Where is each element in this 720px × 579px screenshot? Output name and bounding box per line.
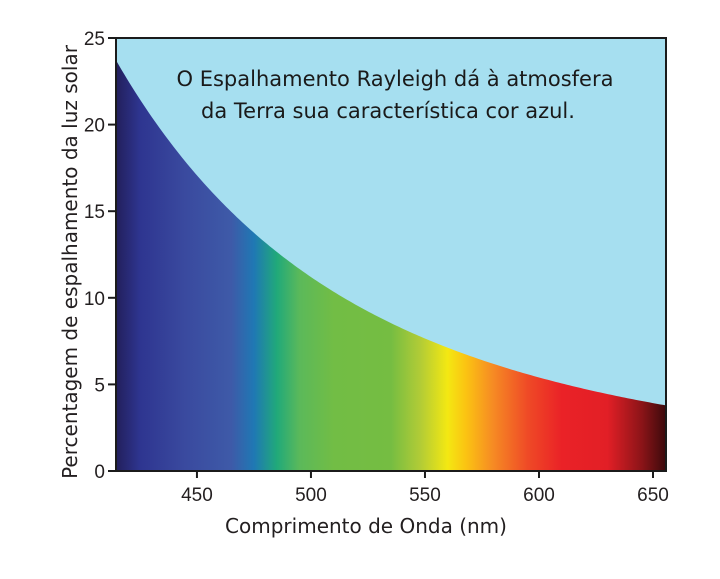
x-axis: 450 500 550 600 650	[181, 471, 669, 506]
x-tick-label: 500	[295, 485, 327, 506]
y-tick-label: 25	[84, 29, 105, 50]
annotation-line-2: da Terra sua característica cor azul.	[201, 99, 575, 123]
y-tick-label: 15	[84, 202, 105, 223]
y-tick-label: 20	[84, 116, 105, 137]
x-tick-label: 450	[181, 485, 213, 506]
y-axis-title: Percentagem de espalhamento da luz solar	[58, 44, 82, 479]
x-axis-title: Comprimento de Onda (nm)	[225, 514, 507, 538]
plot-frame	[115, 37, 667, 472]
annotation-line-1: O Espalhamento Rayleigh dá à atmosfera	[177, 67, 614, 91]
y-axis: 0 5 10 15 20 25	[84, 29, 116, 483]
y-tick-label: 5	[94, 375, 105, 396]
spectrum-area	[116, 60, 666, 472]
y-tick-label: 10	[84, 289, 105, 310]
x-tick-label: 650	[637, 485, 669, 506]
x-tick-label: 550	[409, 485, 441, 506]
x-tick-label: 600	[523, 485, 555, 506]
y-tick-label: 0	[94, 462, 105, 483]
